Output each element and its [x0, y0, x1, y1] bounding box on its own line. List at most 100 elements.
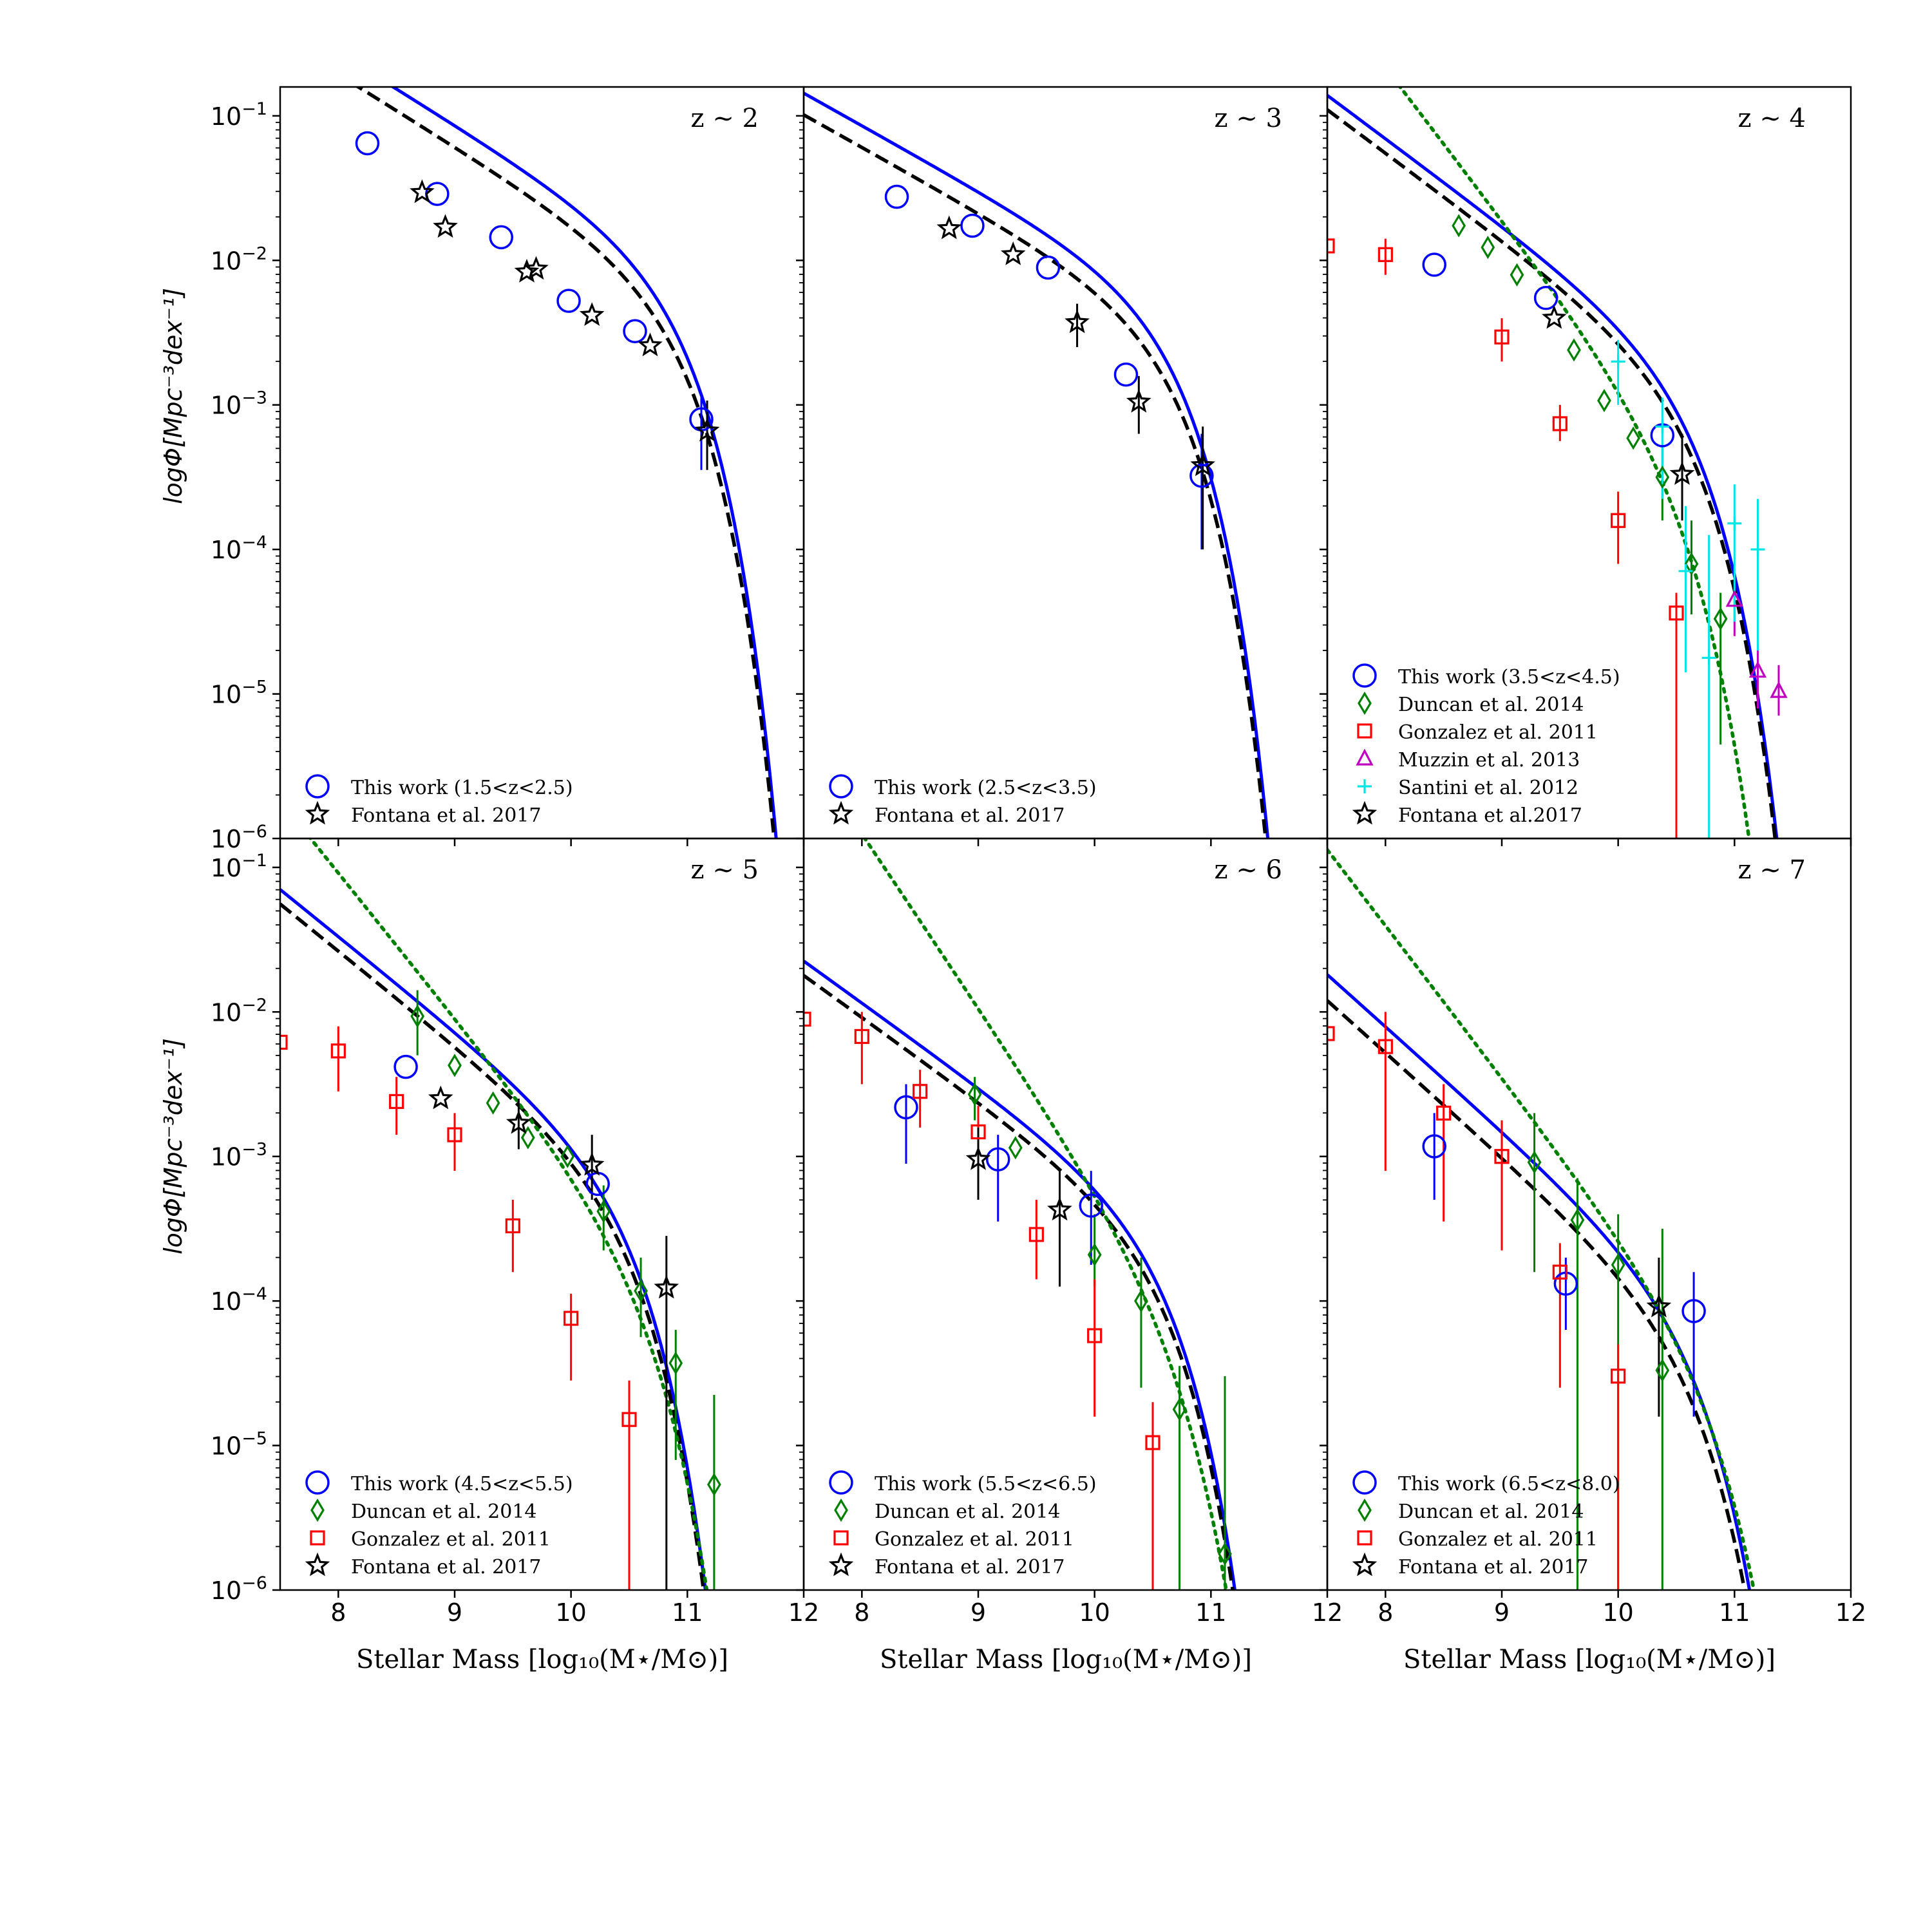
- legend-label: Gonzalez et al. 2011: [1398, 1528, 1598, 1551]
- marker-square-2: [389, 1094, 404, 1110]
- marker-square-0: [1327, 1026, 1335, 1041]
- curve-dashed-1: [1327, 999, 1747, 1590]
- curve-solid-0: [280, 888, 707, 1590]
- curve-dashed-1: [280, 902, 706, 1590]
- panel-plot-area: [1327, 848, 1756, 1590]
- legend-entry: This work (1.5<z<2.5): [305, 774, 573, 799]
- marker-diamond-2: [1611, 1253, 1625, 1277]
- marker-diamond-7: [1684, 552, 1699, 576]
- marker-circle-0: [884, 184, 909, 209]
- marker-diamond-2: [486, 1091, 500, 1115]
- panel-title: z ~ 5: [691, 855, 759, 885]
- marker-diamond-3: [1567, 338, 1581, 362]
- x-tick-label: 12: [1312, 1598, 1343, 1627]
- xlabel-middle: Stellar Mass [log₁₀(M⋆/M⊙)]: [880, 1645, 1252, 1674]
- curve-dotted-2: [308, 838, 709, 1590]
- legend-entry: Fontana et al. 2017: [305, 1552, 542, 1578]
- marker-square-5: [1669, 605, 1684, 621]
- legend-marker-star: [1352, 800, 1378, 825]
- y-tick-label: 10−1: [211, 851, 267, 882]
- marker-square-5: [1611, 1368, 1626, 1384]
- marker-circle-3: [1113, 362, 1139, 387]
- y-tick-label: 10−1: [211, 99, 267, 131]
- legend-entry: This work (5.5<z<6.5): [829, 1470, 1097, 1495]
- xlabel-left: Stellar Mass [log₁₀(M⋆/M⊙)]: [356, 1645, 728, 1674]
- marker-circle-0: [894, 1095, 918, 1120]
- legend-marker-diamond: [834, 1498, 848, 1522]
- legend-entry: This work (6.5<z<8.0): [1352, 1470, 1620, 1495]
- marker-circle-2: [1036, 255, 1061, 280]
- marker-star-0: [936, 215, 962, 240]
- marker-square-4: [1028, 1227, 1044, 1242]
- legend-label: Fontana et al. 2017: [351, 1556, 542, 1578]
- marker-diamond-2: [1087, 1243, 1102, 1267]
- marker-diamond-0: [1452, 214, 1466, 238]
- x-tick-label: 10: [1602, 1598, 1633, 1627]
- marker-square-2: [913, 1084, 928, 1099]
- panel-plot-area: [355, 87, 778, 838]
- y-tick-label-base: 10: [211, 1287, 242, 1316]
- marker-star-1: [433, 214, 458, 238]
- marker-diamond-3: [520, 1126, 535, 1150]
- legend-marker-circle: [1352, 1470, 1377, 1495]
- legend-entry: Fontana et al.2017: [1352, 800, 1582, 827]
- marker-star-4: [1190, 452, 1215, 477]
- legend-entry: Fontana et al. 2017: [828, 1552, 1065, 1578]
- x-tick-label: 11: [1719, 1598, 1750, 1627]
- panel-plot-area: [804, 91, 1270, 838]
- x-tick-label: 10: [555, 1598, 586, 1627]
- legend-label: This work (5.5<z<6.5): [875, 1473, 1097, 1495]
- marker-square-1: [854, 1028, 869, 1045]
- legend-marker-circle: [305, 774, 330, 799]
- marker-square-2: [1436, 1105, 1452, 1121]
- marker-square-2: [1494, 329, 1510, 345]
- y-tick-label-exp: −5: [242, 677, 267, 697]
- y-tick-label: 10−5: [211, 677, 267, 709]
- legend-entry: Santini et al. 2012: [1358, 777, 1578, 799]
- marker-circle-1: [960, 213, 985, 238]
- legend-label: Fontana et al. 2017: [875, 1556, 1065, 1578]
- marker-square-6: [1145, 1435, 1160, 1450]
- panel-title: z ~ 7: [1738, 855, 1806, 885]
- legend-label: Duncan et al. 2014: [875, 1501, 1061, 1523]
- marker-star-1: [1047, 1197, 1072, 1221]
- marker-square-3: [1494, 1149, 1510, 1164]
- legend-label: Fontana et al.2017: [1398, 804, 1582, 827]
- legend-label: Fontana et al. 2017: [351, 804, 542, 827]
- x-tick-label: 11: [672, 1598, 703, 1627]
- legend-label: Muzzin et al. 2013: [1398, 749, 1580, 772]
- legend-marker-diamond: [310, 1498, 325, 1522]
- marker-square-4: [1552, 1264, 1567, 1280]
- ylabel-top: logΦ[Mpc⁻³dex⁻¹]: [159, 288, 187, 504]
- marker-plus-3: [1701, 650, 1716, 665]
- marker-star-6: [694, 417, 720, 442]
- legend-label: This work (3.5<z<4.5): [1398, 666, 1620, 688]
- marker-square-1: [1378, 247, 1393, 262]
- marker-square-3: [447, 1127, 462, 1142]
- marker-diamond-4: [1172, 1397, 1187, 1421]
- marker-triangle-1: [1748, 661, 1767, 678]
- panel-6: 8 9 10 11 12 z ~ 7 This work (6.5<z<8.0) Duncan…: [1320, 837, 1866, 1627]
- y-tick-label-exp: −2: [242, 243, 267, 263]
- marker-square-0: [280, 1034, 288, 1050]
- marker-triangle-0: [1725, 590, 1743, 607]
- marker-square-1: [330, 1043, 346, 1059]
- legend-marker-diamond: [1358, 691, 1372, 715]
- legend-label: This work (4.5<z<5.5): [351, 1473, 573, 1495]
- y-tick-label: 10−4: [211, 1284, 267, 1316]
- marker-star-0: [965, 1146, 991, 1170]
- marker-diamond-0: [410, 1004, 425, 1028]
- panel-title: z ~ 6: [1215, 855, 1282, 885]
- x-tick-label: 9: [447, 1598, 462, 1627]
- legend-marker-star: [305, 800, 330, 825]
- legend-entry: Duncan et al. 2014: [1358, 691, 1584, 716]
- x-tick-label: 10: [1079, 1598, 1110, 1627]
- marker-circle-4: [1189, 463, 1214, 488]
- legend-marker-circle: [829, 774, 853, 799]
- y-tick-label-exp: −4: [242, 1284, 267, 1304]
- marker-square-0: [804, 1011, 811, 1027]
- marker-circle-0: [355, 131, 380, 156]
